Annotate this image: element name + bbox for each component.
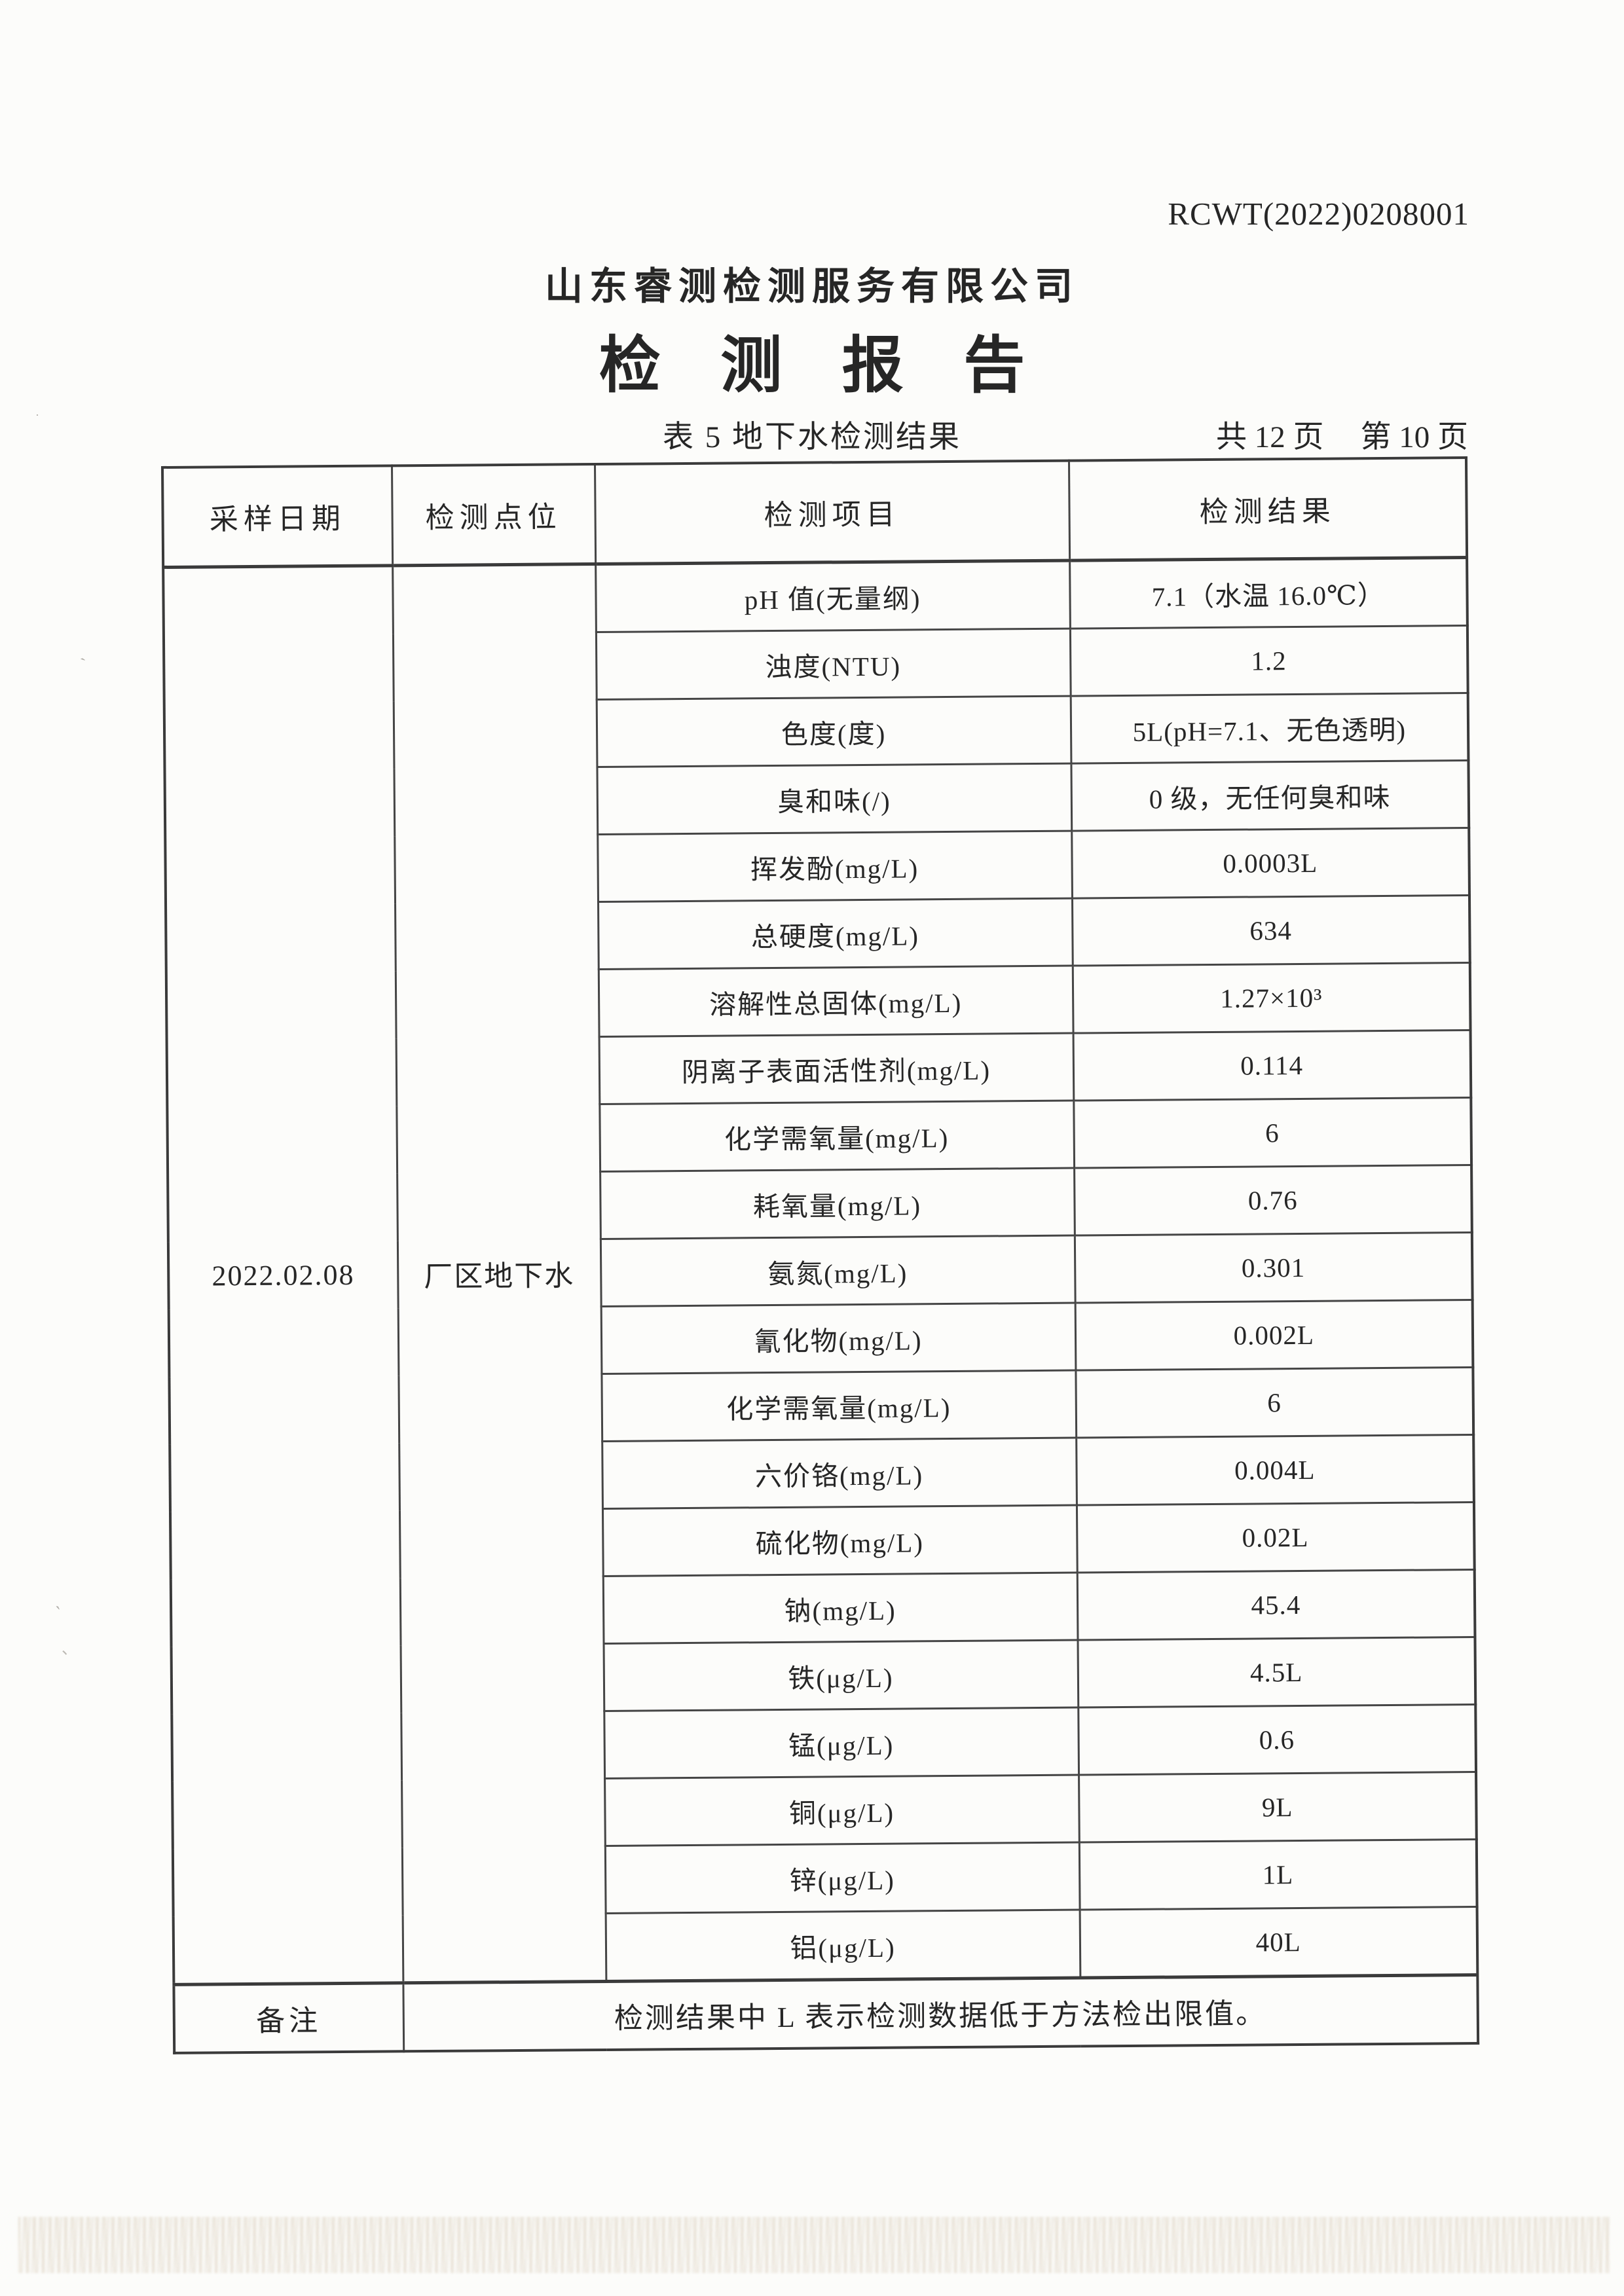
sample-point-cell: 厂区地下水 <box>392 564 606 1983</box>
result-cell: 7.1（水温 16.0℃） <box>1069 557 1467 629</box>
report-number: RCWT(2022)0208001 <box>1168 196 1469 232</box>
result-cell: 0.301 <box>1074 1232 1473 1303</box>
col-header-item: 检测项目 <box>594 460 1070 564</box>
result-cell: 6 <box>1075 1367 1474 1438</box>
result-cell: 9L <box>1079 1772 1477 1843</box>
item-cell: 氨氮(mg/L) <box>600 1235 1075 1307</box>
remark-text-cell: 检测结果中 L 表示检测数据低于方法检出限值。 <box>403 1975 1479 2052</box>
item-cell: 硫化物(mg/L) <box>602 1505 1077 1576</box>
item-cell: 臭和味(/) <box>597 763 1072 835</box>
item-cell: 铜(μg/L) <box>604 1775 1079 1846</box>
scan-artifact <box>74 641 87 663</box>
result-cell: 0.002L <box>1075 1300 1473 1371</box>
result-cell: 1.2 <box>1069 625 1468 697</box>
item-cell: 浊度(NTU) <box>595 629 1071 700</box>
results-tbody: 2022.02.08 厂区地下水 pH 值(无量纲) 7.1（水温 16.0℃）… <box>163 557 1478 1985</box>
result-cell: 4.5L <box>1077 1637 1476 1708</box>
item-cell: 锌(μg/L) <box>604 1842 1080 1914</box>
item-cell: 锰(μg/L) <box>604 1707 1079 1779</box>
item-cell: 溶解性总固体(mg/L) <box>598 966 1073 1037</box>
item-cell: 总硬度(mg/L) <box>598 898 1073 970</box>
item-cell: 钠(mg/L) <box>602 1573 1078 1644</box>
result-cell: 40L <box>1079 1906 1478 1978</box>
col-header-result: 检测结果 <box>1068 458 1467 561</box>
item-cell: 耗氧量(mg/L) <box>600 1168 1075 1239</box>
item-cell: 色度(度) <box>596 696 1071 767</box>
item-cell: 化学需氧量(mg/L) <box>599 1101 1075 1172</box>
table-caption: 表 5 地下水检测结果 <box>663 420 961 454</box>
remark-row: 备注 检测结果中 L 表示检测数据低于方法检出限值。 <box>174 1975 1479 2053</box>
item-cell: pH 值(无量纲) <box>595 560 1070 632</box>
result-cell: 0.0003L <box>1071 828 1469 899</box>
result-cell: 0 级，无任何臭和味 <box>1071 760 1469 831</box>
result-cell: 0.004L <box>1076 1434 1474 1506</box>
result-cell: 0.02L <box>1076 1502 1475 1573</box>
table-row: 2022.02.08 厂区地下水 pH 值(无量纲) 7.1（水温 16.0℃） <box>163 557 1467 1985</box>
result-cell: 0.114 <box>1073 1030 1471 1101</box>
col-header-sample-date: 采样日期 <box>162 465 393 568</box>
result-cell: 45.4 <box>1077 1569 1475 1641</box>
item-cell: 挥发酚(mg/L) <box>597 831 1072 902</box>
remark-label-cell: 备注 <box>174 1982 404 2053</box>
results-table: 采样日期 检测点位 检测项目 检测结果 2022.02.08 厂区地下水 pH … <box>161 456 1480 2054</box>
result-cell: 1L <box>1079 1839 1477 1910</box>
company-name: 山东睿测检测服务有限公司 <box>544 265 1079 308</box>
table-header-row: 采样日期 检测点位 检测项目 检测结果 <box>162 458 1467 568</box>
result-cell: 5L(pH=7.1、无色透明) <box>1070 693 1469 764</box>
col-header-sample-point: 检测点位 <box>392 464 596 566</box>
item-cell: 氰化物(mg/L) <box>600 1303 1076 1374</box>
page-current: 第 10 页 <box>1360 420 1469 454</box>
item-cell: 六价铬(mg/L) <box>602 1438 1077 1509</box>
item-cell: 阴离子表面活性剂(mg/L) <box>599 1033 1074 1104</box>
result-cell: 634 <box>1071 895 1470 966</box>
result-cell: 1.27×10³ <box>1072 962 1471 1034</box>
result-cell: 6 <box>1073 1097 1472 1169</box>
scan-artifact <box>62 1635 77 1658</box>
item-cell: 化学需氧量(mg/L) <box>601 1370 1077 1442</box>
item-cell: 铁(μg/L) <box>603 1640 1079 1711</box>
result-cell: 0.6 <box>1078 1704 1477 1776</box>
scan-noise-band <box>18 2217 1610 2273</box>
page-indicator: 共 12 页 第 10 页 <box>1216 411 1468 456</box>
page-title: 检 测 报 告 <box>599 332 1048 400</box>
scan-artifact <box>54 1589 64 1611</box>
item-cell: 铝(μg/L) <box>605 1910 1080 1982</box>
result-cell: 0.76 <box>1074 1165 1472 1236</box>
sample-date-cell: 2022.02.08 <box>163 565 403 1985</box>
pages-total: 共 12 页 <box>1216 420 1324 454</box>
